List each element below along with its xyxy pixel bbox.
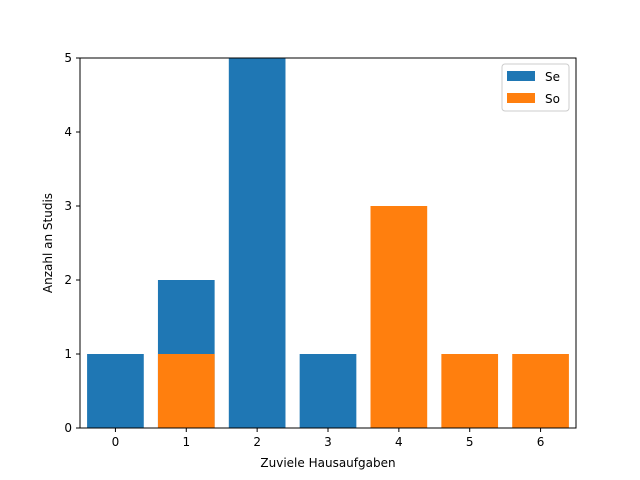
bar-so-1: [157, 354, 215, 428]
y-tick-label: 1: [64, 347, 72, 361]
y-tick-label: 5: [64, 51, 72, 65]
x-tick-label: 3: [324, 435, 332, 449]
bar-se-3: [299, 354, 357, 428]
y-axis-label: Anzahl an Studis: [41, 193, 55, 293]
x-axis-ticks: 0 1 2 3 4 5 6: [112, 428, 545, 449]
y-tick-label: 3: [64, 199, 72, 213]
x-tick-label: 1: [182, 435, 190, 449]
x-tick-label: 0: [112, 435, 120, 449]
legend-label-so: So: [545, 92, 560, 106]
x-axis-label: Zuviele Hausaufgaben: [260, 456, 395, 470]
legend-swatch-se: [507, 71, 535, 81]
legend-swatch-so: [507, 93, 535, 103]
y-tick-label: 2: [64, 273, 72, 287]
legend: Se So: [501, 63, 570, 112]
bars-layer: [87, 58, 569, 428]
x-tick-label: 6: [537, 435, 545, 449]
bar-so-6: [512, 354, 569, 428]
x-tick-label: 4: [395, 435, 403, 449]
y-tick-label: 0: [64, 421, 72, 435]
x-tick-label: 5: [466, 435, 474, 449]
x-tick-label: 2: [253, 435, 261, 449]
bar-se-0: [87, 354, 144, 428]
y-axis-ticks: 0 1 2 3 4 5: [64, 51, 80, 435]
bar-so-4: [370, 206, 428, 428]
bar-se-2: [228, 58, 286, 428]
bar-so-5: [441, 354, 499, 428]
legend-label-se: Se: [545, 70, 560, 84]
y-tick-label: 4: [64, 125, 72, 139]
axes-frame: [79, 57, 577, 429]
